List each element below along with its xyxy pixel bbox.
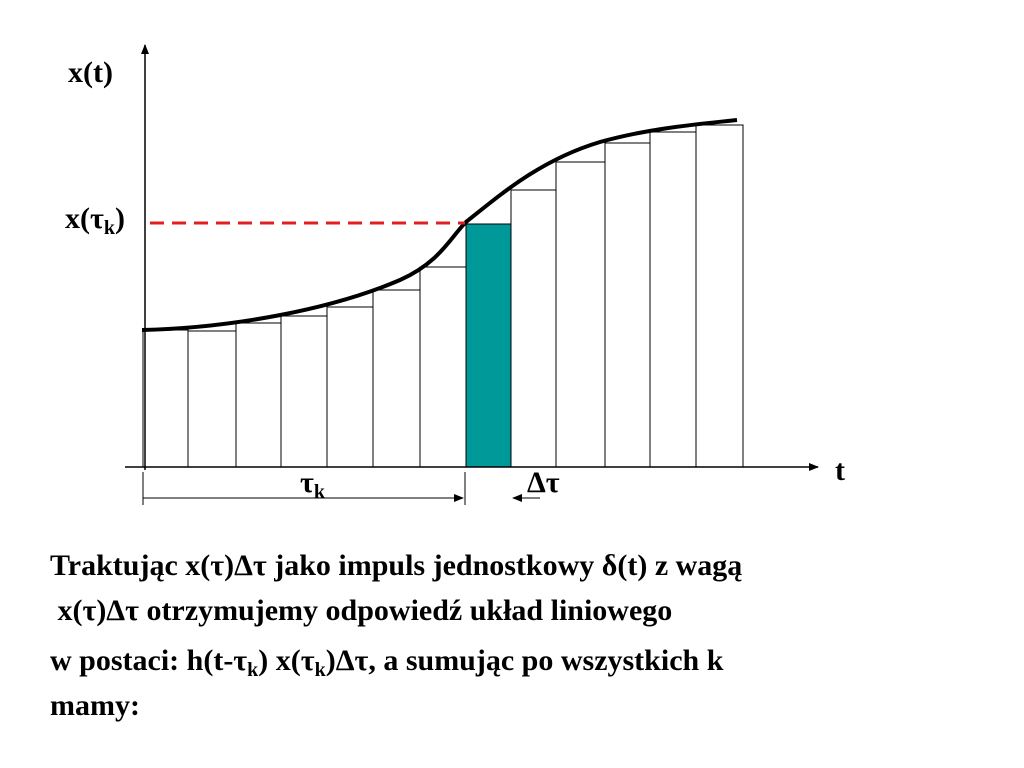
bar bbox=[326, 306, 374, 468]
level-label: x(τk) bbox=[65, 202, 125, 239]
text-run: ) x(τ bbox=[258, 644, 314, 677]
y-axis-label: x(t) bbox=[68, 56, 113, 89]
bar bbox=[510, 189, 557, 468]
text-run: x(τ bbox=[65, 202, 104, 235]
bar bbox=[280, 315, 328, 468]
bar bbox=[465, 223, 512, 468]
subscript: k bbox=[315, 659, 327, 681]
bar bbox=[372, 289, 421, 468]
text-run: τ bbox=[300, 466, 314, 499]
tau-label: τk bbox=[300, 466, 326, 503]
bar bbox=[649, 131, 697, 468]
subscript: k bbox=[247, 659, 259, 681]
x-axis-label: t bbox=[835, 454, 845, 487]
text-line: w postaci: h(t-τk) x(τk)Δτ, a sumując po… bbox=[50, 644, 724, 681]
subscript: k bbox=[314, 481, 326, 503]
delta-label: Δτ bbox=[527, 466, 560, 499]
text-run: x(τ)Δτ otrzymujemy odpowiedź układ linio… bbox=[50, 594, 672, 627]
bar bbox=[142, 329, 189, 468]
text-line: mamy: bbox=[50, 689, 140, 722]
curve bbox=[141, 118, 738, 332]
subscript: k bbox=[104, 217, 116, 239]
text-run: )Δτ, a sumując po wszystkich k bbox=[326, 644, 724, 677]
bar bbox=[419, 266, 467, 468]
bar bbox=[187, 330, 237, 468]
bar bbox=[555, 161, 606, 468]
text-run: ) bbox=[115, 202, 125, 235]
bar bbox=[604, 142, 651, 468]
text-run: Traktując x(τ)Δτ jako impuls jednostkowy… bbox=[50, 549, 742, 582]
text-line: x(τ)Δτ otrzymujemy odpowiedź układ linio… bbox=[50, 594, 672, 627]
bar bbox=[235, 322, 282, 468]
text-run: mamy: bbox=[50, 689, 140, 722]
bar bbox=[695, 124, 744, 468]
text-line: Traktując x(τ)Δτ jako impuls jednostkowy… bbox=[50, 549, 742, 582]
bars bbox=[142, 124, 744, 468]
paragraph: Traktując x(τ)Δτ jako impuls jednostkowy… bbox=[50, 549, 742, 722]
text-run: w postaci: h(t-τ bbox=[50, 644, 247, 677]
